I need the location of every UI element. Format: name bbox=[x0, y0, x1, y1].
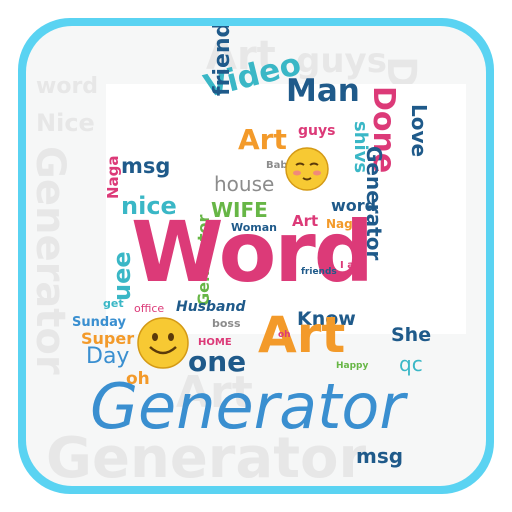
word-man: Man bbox=[286, 73, 360, 109]
word-art-big: Art bbox=[258, 306, 346, 364]
word-happy: Happy bbox=[336, 361, 369, 371]
word-home: HOME bbox=[198, 337, 232, 348]
word-msg-left: msg bbox=[121, 154, 171, 178]
word-oh: oh bbox=[126, 369, 150, 389]
word-get: get bbox=[103, 297, 124, 310]
background-word: Art bbox=[206, 33, 276, 79]
word-house: house bbox=[214, 172, 275, 196]
smiling-face-emoji-icon bbox=[137, 317, 189, 369]
word-art-small: Art bbox=[292, 212, 319, 230]
word-day: Day bbox=[86, 344, 130, 369]
word-know: Know bbox=[297, 308, 356, 330]
word-sunday: Sunday bbox=[72, 315, 127, 330]
blushing-face-emoji-icon bbox=[285, 147, 329, 191]
background-word: Generator bbox=[27, 146, 73, 375]
background-word: word bbox=[36, 74, 99, 99]
word-oh-small: oh bbox=[278, 330, 291, 340]
word-nice: nice bbox=[121, 192, 177, 220]
word-office: office bbox=[134, 302, 165, 315]
word-word-big: Word bbox=[131, 203, 374, 301]
word-art-top: Art bbox=[238, 123, 287, 156]
word-i-am: I am bbox=[340, 260, 365, 271]
app-icon-frame: Art guys Done word Nice Generator Love A… bbox=[18, 18, 494, 494]
word-one: one bbox=[188, 345, 247, 378]
word-qc: qc bbox=[399, 352, 423, 376]
word-msg-bottom: msg bbox=[356, 444, 404, 468]
word-baby: Baby bbox=[266, 160, 295, 171]
word-cloud-panel bbox=[106, 84, 466, 334]
app-icon-background: Art guys Done word Nice Generator Love A… bbox=[26, 26, 486, 486]
word-naga-left: Naga bbox=[104, 155, 122, 199]
background-word: Art bbox=[176, 367, 253, 418]
word-boss: boss bbox=[212, 317, 241, 330]
word-love: Love bbox=[407, 104, 431, 158]
word-super: Super bbox=[81, 329, 135, 348]
word-guys: guys bbox=[298, 123, 336, 139]
word-friends: friends bbox=[210, 26, 235, 96]
word-naga-small: Naga bbox=[326, 217, 361, 231]
background-word: guys bbox=[296, 41, 387, 81]
word-word-small: word bbox=[331, 196, 377, 215]
word-wife: WIFE bbox=[211, 198, 268, 222]
word-she: She bbox=[391, 324, 432, 346]
word-generator: Generator bbox=[90, 370, 405, 443]
word-friends-small: friends bbox=[301, 267, 337, 277]
background-word: Generator bbox=[46, 426, 367, 487]
word-husband: Husband bbox=[176, 299, 246, 315]
background-word: Nice bbox=[36, 109, 95, 137]
word-woman: Woman bbox=[231, 221, 278, 234]
